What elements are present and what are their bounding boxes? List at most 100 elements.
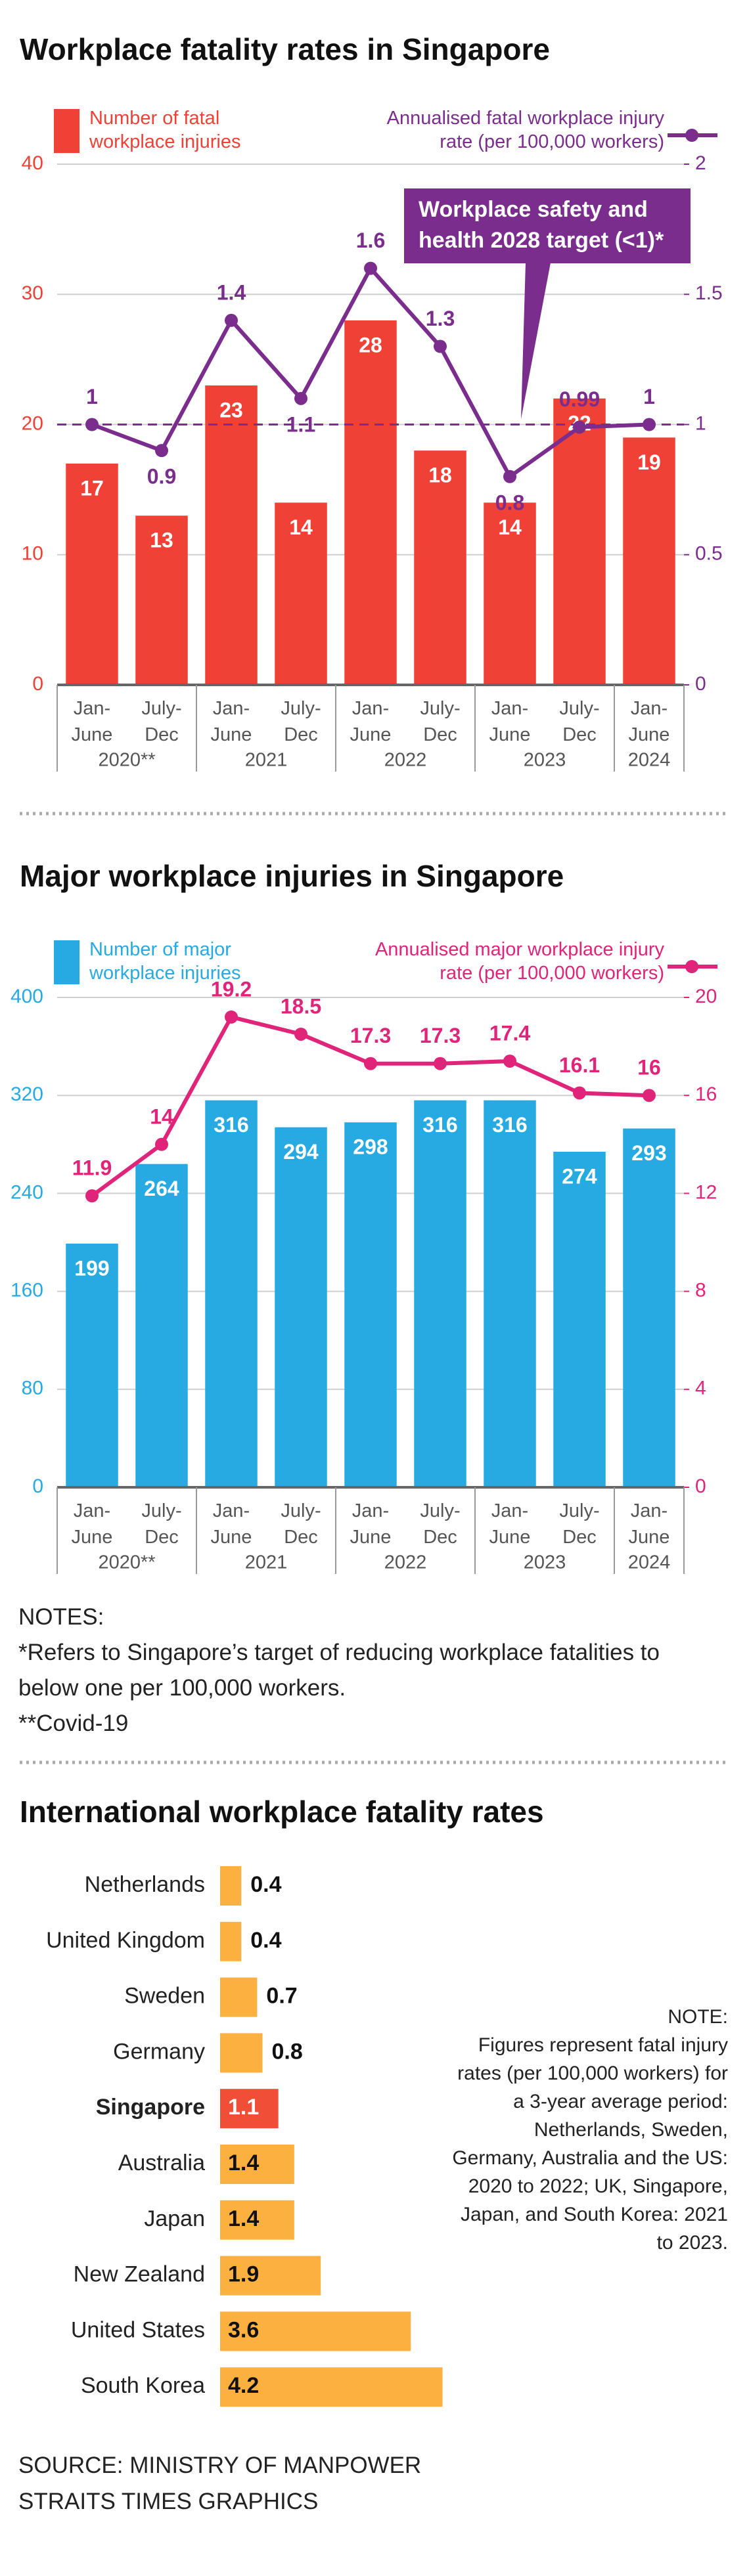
bar — [623, 1128, 675, 1487]
source-text: STRAITS TIMES GRAPHICS — [18, 2489, 319, 2514]
x-group-label: 2023 — [524, 1552, 566, 1573]
y2-tick-label: 1.5 — [695, 282, 723, 304]
rate-value-label: 11.9 — [72, 1156, 112, 1180]
rate-value-label: 17.4 — [489, 1021, 530, 1045]
bar — [414, 450, 466, 685]
bar-value-label: 1.1 — [228, 2095, 259, 2120]
bar — [220, 2200, 294, 2240]
bar — [66, 463, 118, 685]
bar-value-label: 264 — [144, 1177, 179, 1200]
bar-value-label: 3.6 — [228, 2317, 259, 2342]
x-tick-label: July-Dec — [281, 698, 321, 745]
rate-value-label: 1.4 — [217, 280, 246, 304]
y2-tick-label: 12 — [695, 1181, 717, 1203]
bar — [220, 2089, 279, 2129]
y2-tick-label: 2 — [695, 152, 706, 174]
bar-value-label: 0.4 — [250, 1872, 281, 1897]
bar-value-label: 14 — [289, 515, 313, 539]
legend-label: Number of fatal workplace injuries — [89, 108, 241, 152]
rate-marker — [294, 1027, 307, 1041]
x-group-label: 2020** — [98, 750, 155, 771]
legend-swatch — [54, 940, 79, 984]
x-tick-label: Jan-June — [72, 698, 113, 745]
bar — [220, 2033, 263, 2073]
y-tick-label: 160 — [11, 1280, 43, 1301]
rate-marker — [503, 469, 516, 483]
chart-title: Workplace fatality rates in Singapore — [20, 32, 550, 66]
bar-value-label: 316 — [214, 1113, 248, 1137]
y-tick-label: 40 — [22, 152, 43, 174]
rate-value-label: 1.1 — [286, 412, 315, 436]
legend-label: Annualised fatal workplace injury rate (… — [386, 108, 664, 152]
y2-tick-label: 8 — [695, 1280, 706, 1301]
bar — [275, 1127, 327, 1487]
annotation-pointer — [521, 263, 551, 420]
y2-tick-label: 1 — [695, 412, 706, 434]
bar-value-label: 316 — [492, 1113, 527, 1137]
legend-label: Annualised major workplace injury rate (… — [374, 939, 664, 984]
bar — [220, 2145, 294, 2184]
rate-marker — [85, 1189, 99, 1203]
category-label: Germany — [113, 2039, 205, 2064]
x-tick-label: Jan-June — [629, 1500, 670, 1548]
y2-tick-label: 20 — [695, 986, 717, 1007]
bar — [220, 1921, 242, 1961]
rate-value-label: 14 — [150, 1104, 173, 1128]
y2-tick-label: 0 — [695, 1475, 706, 1497]
x-tick-label: Jan-June — [350, 1500, 392, 1548]
y2-tick-label: 4 — [695, 1378, 706, 1399]
bar — [205, 385, 258, 685]
y2-tick-label: 0.5 — [695, 543, 723, 565]
rate-marker — [643, 418, 656, 431]
rate-marker — [503, 1054, 516, 1068]
rate-marker — [225, 313, 238, 327]
x-tick-label: Jan-June — [72, 1500, 113, 1548]
annotation: Workplace safety and health 2028 target … — [419, 197, 664, 253]
rate-value-label: 0.99 — [559, 387, 600, 411]
y2-tick-label: 0 — [695, 673, 706, 695]
x-group-label: 2023 — [524, 750, 566, 771]
x-group-label: 2024 — [628, 750, 671, 771]
y-tick-label: 80 — [22, 1378, 43, 1399]
bar-value-label: 298 — [353, 1135, 388, 1159]
x-tick-label: July-Dec — [559, 698, 599, 745]
bar — [344, 1122, 397, 1487]
note-text: **Covid-19 — [18, 1711, 129, 1736]
y2-tick-label: 16 — [695, 1083, 717, 1105]
x-group-label: 2021 — [245, 1552, 288, 1573]
rate-marker — [364, 1057, 377, 1070]
y-tick-label: 400 — [11, 986, 43, 1007]
y-tick-label: 0 — [32, 1475, 43, 1497]
bar-value-label: 316 — [422, 1113, 457, 1137]
y-tick-label: 30 — [22, 282, 43, 304]
bar-value-label: 293 — [631, 1141, 666, 1165]
bar-value-label: 0.4 — [250, 1928, 281, 1953]
x-tick-label: July-Dec — [559, 1500, 599, 1548]
bar — [484, 502, 536, 685]
note-text: *Refers to Singapore’s target of reducin… — [18, 1640, 660, 1701]
annotation-box — [404, 188, 691, 263]
rate-marker — [364, 261, 377, 275]
bar-value-label: 18 — [428, 464, 452, 487]
bar — [553, 1151, 606, 1487]
x-tick-label: Jan-June — [629, 698, 670, 745]
x-tick-label: Jan-June — [211, 1500, 252, 1548]
bar — [66, 1243, 118, 1487]
x-tick-label: July-Dec — [420, 1500, 460, 1548]
bar — [220, 2256, 321, 2296]
x-tick-label: Jan-June — [489, 698, 531, 745]
bar — [553, 398, 606, 685]
rate-marker — [434, 1057, 447, 1070]
rate-value-label: 1 — [643, 385, 655, 408]
rate-marker — [155, 1137, 168, 1151]
bar — [135, 1164, 188, 1487]
bar-value-label: 14 — [498, 515, 522, 539]
bar-value-label: 199 — [74, 1256, 109, 1280]
chart-title: Major workplace injuries in Singapore — [20, 859, 564, 893]
source-text: SOURCE: MINISTRY OF MANPOWER — [18, 2453, 422, 2478]
rate-marker — [155, 444, 168, 458]
x-tick-label: July-Dec — [420, 698, 460, 745]
rate-marker — [225, 1010, 238, 1024]
bar — [623, 437, 675, 685]
